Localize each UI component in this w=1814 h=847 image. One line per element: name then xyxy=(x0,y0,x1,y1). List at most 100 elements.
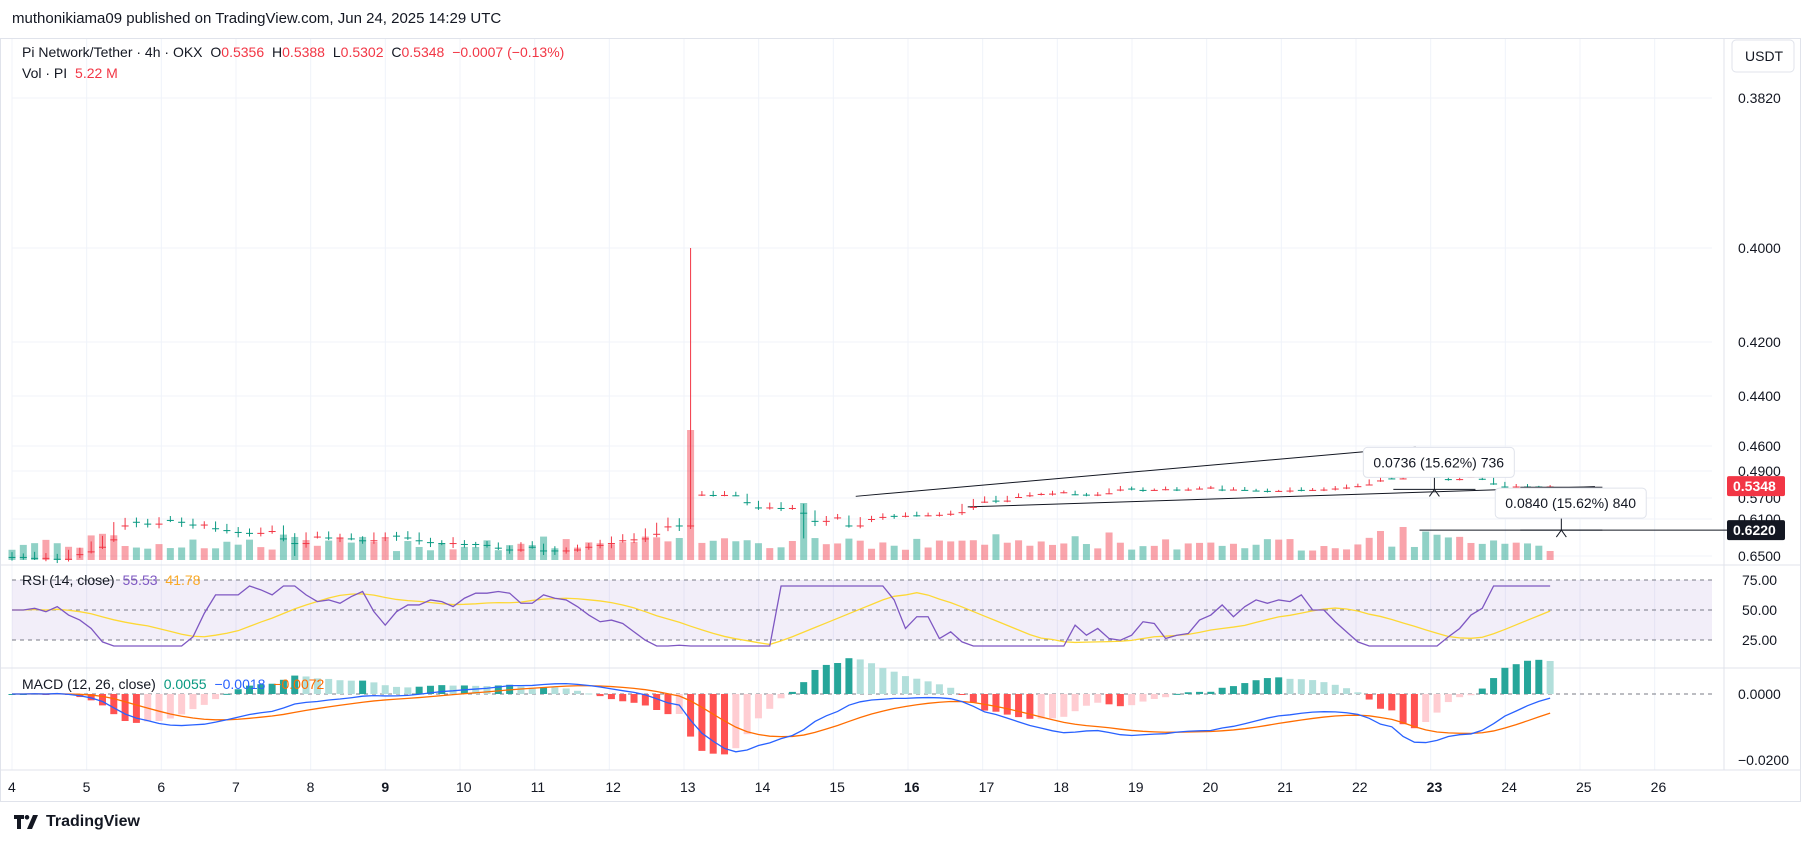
macd-hist-bar xyxy=(121,694,129,722)
candle-body xyxy=(426,542,434,544)
volume-bar xyxy=(1082,544,1090,560)
macd-hist-bar xyxy=(1082,694,1090,706)
macd-hist-bar xyxy=(947,687,955,694)
candle-body xyxy=(53,558,61,560)
candle-body xyxy=(98,546,106,548)
macd-hist-bar xyxy=(1218,687,1226,694)
volume-bar xyxy=(788,540,796,560)
tradingview-logo-icon xyxy=(14,815,38,829)
candle-body xyxy=(630,539,638,541)
volume-bar xyxy=(754,543,762,560)
macd-hist-bar xyxy=(619,694,627,702)
volume-bar xyxy=(935,540,943,560)
low-label: L xyxy=(332,44,341,60)
macd-hist-bar xyxy=(1105,694,1113,705)
macd-hist-bar xyxy=(325,678,333,694)
target-price-badge: 0.6220 xyxy=(1733,522,1776,538)
candle-body xyxy=(1286,490,1294,492)
candle-body xyxy=(336,537,344,539)
volume-bar xyxy=(336,538,344,560)
macd-hist-bar xyxy=(1162,694,1170,698)
volume-bar xyxy=(1444,537,1452,560)
time-tick: 9 xyxy=(381,779,389,795)
candle-body xyxy=(494,547,502,549)
candle-body xyxy=(178,521,186,523)
candle-body xyxy=(958,512,966,514)
macd-hist-bar xyxy=(268,683,276,694)
candle-body xyxy=(675,525,683,527)
candle-body xyxy=(721,494,729,496)
volume-bar xyxy=(1015,540,1023,560)
candle-body xyxy=(698,494,706,496)
volume-bars xyxy=(8,430,1554,560)
candle-body xyxy=(1082,494,1090,496)
symbol-label[interactable]: Pi Network/Tether · 4h · OKX xyxy=(22,44,203,60)
macd-hist-bar xyxy=(347,680,355,694)
macd-hist-bar xyxy=(1388,694,1396,711)
rsi-label[interactable]: RSI (14, close) xyxy=(22,572,115,588)
macd-hist-bar xyxy=(607,694,615,700)
macd-hist-bar xyxy=(992,694,1000,712)
candle-body xyxy=(1309,489,1317,491)
volume-bar xyxy=(1037,541,1045,560)
candle-body xyxy=(1116,489,1124,491)
candle-body xyxy=(1331,488,1339,490)
macd-hist-bar xyxy=(1478,688,1486,694)
time-tick: 25 xyxy=(1576,779,1592,795)
volume-bar xyxy=(1286,539,1294,560)
candle-body xyxy=(981,501,989,503)
candle-body xyxy=(1037,493,1045,495)
signal-line xyxy=(12,685,1551,738)
macd-label[interactable]: MACD (12, 26, close) xyxy=(22,676,156,692)
volume-label[interactable]: Vol · PI xyxy=(22,65,68,81)
volume-bar xyxy=(630,541,638,560)
volume-bar xyxy=(528,545,536,560)
macd-hist-bar xyxy=(890,671,898,694)
volume-bar xyxy=(811,538,819,560)
macd-hist-bar xyxy=(528,687,536,694)
candle-body xyxy=(1512,486,1520,488)
volume-bar xyxy=(178,547,186,560)
candle-body xyxy=(687,525,695,527)
macd-hist-bar xyxy=(1263,678,1271,694)
macd-hist-bar xyxy=(969,694,977,703)
candle-body xyxy=(381,537,389,539)
measure-arrowhead xyxy=(1555,529,1567,538)
macd-hist-bar xyxy=(1173,693,1181,695)
macd-hist-bar xyxy=(155,694,163,722)
volume-bar xyxy=(1535,545,1543,560)
candle-body xyxy=(947,513,955,515)
macd-hist-bar xyxy=(811,669,819,694)
volume-bar xyxy=(313,545,321,560)
low-value: 0.5302 xyxy=(340,44,384,60)
candle-body xyxy=(856,525,864,527)
candle-body xyxy=(31,557,39,559)
tradingview-brand[interactable]: TradingView xyxy=(14,813,140,831)
candle-body xyxy=(664,526,672,528)
volume-bar xyxy=(132,547,140,560)
time-tick: 7 xyxy=(232,779,240,795)
volume-bar xyxy=(449,549,457,560)
volume-value: 5.22 M xyxy=(75,65,118,81)
macd-hist-bar xyxy=(370,682,378,694)
candle-body xyxy=(890,515,898,517)
volume-bar xyxy=(31,543,39,560)
volume-bar xyxy=(200,548,208,560)
candle-body xyxy=(788,507,796,509)
candle-body xyxy=(404,537,412,539)
macd-hist-bar xyxy=(1320,682,1328,694)
volume-bar xyxy=(1524,543,1532,560)
macd-hist-bar xyxy=(585,693,593,695)
macd-hist-bar xyxy=(562,688,570,694)
macd-hist-bar xyxy=(1139,694,1147,702)
candle-body xyxy=(1501,486,1509,488)
measure-label: 0.0736 (15.62%) 736 xyxy=(1373,454,1504,470)
candle-body xyxy=(1026,495,1034,497)
candle-body xyxy=(1343,487,1351,489)
open-value: 0.5356 xyxy=(221,44,265,60)
macd-hist-bar xyxy=(675,694,683,714)
volume-bar xyxy=(415,546,423,560)
volume-bar xyxy=(438,543,446,560)
volume-bar xyxy=(1501,543,1509,560)
